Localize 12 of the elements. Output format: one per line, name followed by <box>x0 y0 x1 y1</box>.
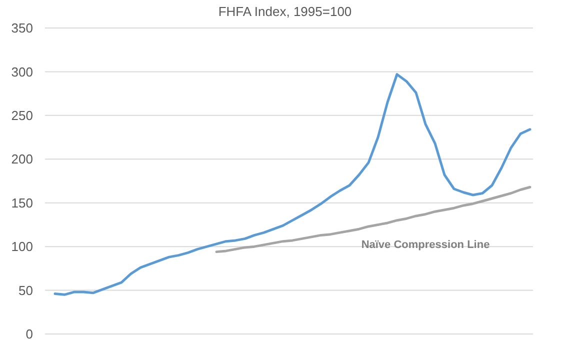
annotation: Naïve Compression Line <box>361 239 490 252</box>
y-tick-label: 100 <box>11 239 33 254</box>
line-series <box>215 186 532 254</box>
y-tick-label: 150 <box>11 195 33 210</box>
y-tick-label: 50 <box>18 282 33 298</box>
y-tick-label: 350 <box>11 20 33 36</box>
y-tick-label: 300 <box>11 64 33 80</box>
line-series <box>54 73 532 296</box>
y-tick-label: 0 <box>26 326 33 342</box>
chart-title: FHFA Index, 1995=100 <box>218 4 352 19</box>
y-tick-label: 250 <box>11 108 33 123</box>
y-tick-label: 200 <box>11 152 33 167</box>
